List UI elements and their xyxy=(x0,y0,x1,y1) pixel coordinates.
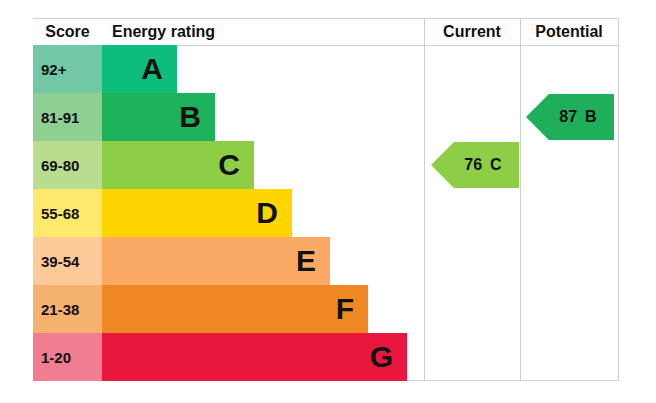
band-score-range: 92+ xyxy=(33,45,102,93)
band-row: 69-80 C xyxy=(33,141,407,189)
band-row: 81-91 B xyxy=(33,93,407,141)
band-score-range: 81-91 xyxy=(33,93,102,141)
header-energy-rating: Energy rating xyxy=(102,23,424,41)
band-bar: D xyxy=(102,189,292,237)
band-letter: D xyxy=(256,189,278,237)
column-divider-current xyxy=(424,19,425,381)
band-bar: A xyxy=(102,45,177,93)
band-letter: E xyxy=(296,237,316,285)
band-rows: 92+ A 81-91 B 69-80 C 55-68 D 39-54 E 21… xyxy=(33,45,407,381)
band-bar: B xyxy=(102,93,215,141)
band-row: 92+ A xyxy=(33,45,407,93)
band-row: 39-54 E xyxy=(33,237,407,285)
band-letter: A xyxy=(141,45,163,93)
band-letter: C xyxy=(218,141,240,189)
current-rating-letter: C xyxy=(490,156,502,174)
band-score-range: 21-38 xyxy=(33,285,102,333)
band-score-range: 39-54 xyxy=(33,237,102,285)
potential-rating-value: 87 xyxy=(559,108,577,126)
table-right-border xyxy=(618,19,619,381)
band-bar: G xyxy=(102,333,407,381)
band-score-range: 69-80 xyxy=(33,141,102,189)
band-score-range: 1-20 xyxy=(33,333,102,381)
header-score: Score xyxy=(33,23,102,41)
band-bar: F xyxy=(102,285,368,333)
current-rating-value: 76 xyxy=(464,156,482,174)
band-letter: B xyxy=(179,93,201,141)
band-row: 21-38 F xyxy=(33,285,407,333)
header-potential: Potential xyxy=(520,23,618,41)
band-letter: G xyxy=(370,333,393,381)
band-row: 55-68 D xyxy=(33,189,407,237)
column-divider-potential xyxy=(520,19,521,381)
epc-rating-chart: Score Energy rating Current Potential 92… xyxy=(33,18,619,381)
band-row: 1-20 G xyxy=(33,333,407,381)
potential-rating-letter: B xyxy=(585,108,597,126)
current-rating-arrow: 76 C xyxy=(431,142,519,188)
header-current: Current xyxy=(424,23,520,41)
band-score-range: 55-68 xyxy=(33,189,102,237)
potential-rating-arrow: 87 B xyxy=(526,94,614,140)
band-bar: E xyxy=(102,237,330,285)
table-header: Score Energy rating Current Potential xyxy=(33,19,619,46)
band-letter: F xyxy=(336,285,354,333)
band-bar: C xyxy=(102,141,254,189)
